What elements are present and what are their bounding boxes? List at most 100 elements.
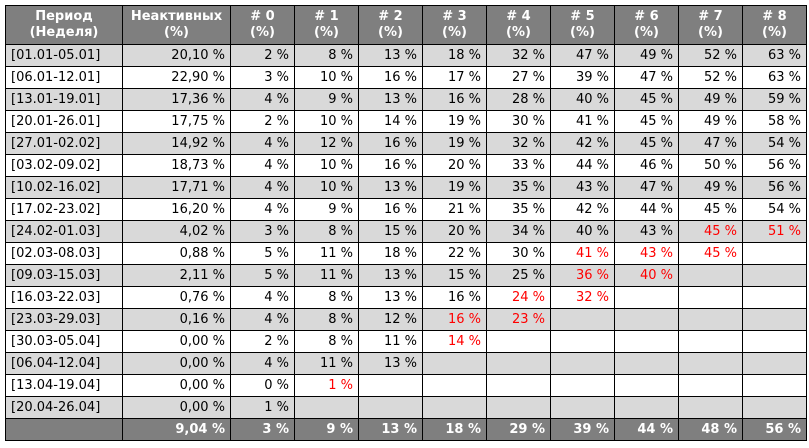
week-8-cell xyxy=(742,264,807,287)
week-5-cell: 32 % xyxy=(550,286,615,309)
week-4-cell: 30 % xyxy=(486,110,551,133)
week-2-cell: 16 % xyxy=(358,66,423,89)
table-row: [01.01-05.01] 20,10 % 2 % 8 % 13 % 18 % 32 % 47… xyxy=(5,44,807,67)
week-5-cell xyxy=(550,374,615,397)
week-1-cell: 10 % xyxy=(294,154,359,177)
table-row: [09.03-15.03] 2,11 % 5 % 11 % 13 % 15 % 25 % 36… xyxy=(5,264,807,287)
week-3-cell: 22 % xyxy=(422,242,487,265)
period-cell: [10.02-16.02] xyxy=(5,176,123,199)
inactive-cell: 22,90 % xyxy=(122,66,231,89)
column-header: Период (Неделя) xyxy=(5,5,123,45)
column-header-title: # 0 xyxy=(250,9,275,24)
week-3-cell: 18 % xyxy=(422,44,487,67)
week-1-cell: 8 % xyxy=(294,44,359,67)
totals-week-5-cell: 39 % xyxy=(550,418,615,441)
inactive-cell: 0,00 % xyxy=(122,374,231,397)
week-3-cell xyxy=(422,374,487,397)
week-1-cell: 8 % xyxy=(294,220,359,243)
week-4-cell: 33 % xyxy=(486,154,551,177)
totals-week-1-cell: 9 % xyxy=(294,418,359,441)
week-0-cell: 4 % xyxy=(230,154,295,177)
week-7-cell xyxy=(678,264,743,287)
period-cell: [13.01-19.01] xyxy=(5,88,123,111)
week-6-cell: 43 % xyxy=(614,220,679,243)
inactive-cell: 0,76 % xyxy=(122,286,231,309)
week-4-cell: 28 % xyxy=(486,88,551,111)
totals-label-cell xyxy=(5,418,123,441)
week-6-cell: 43 % xyxy=(614,242,679,265)
week-2-cell: 13 % xyxy=(358,44,423,67)
inactive-cell: 4,02 % xyxy=(122,220,231,243)
period-cell: [09.03-15.03] xyxy=(5,264,123,287)
week-2-cell: 13 % xyxy=(358,264,423,287)
week-5-cell: 42 % xyxy=(550,132,615,155)
table-row: [02.03-08.03] 0,88 % 5 % 11 % 18 % 22 % 30 % 41… xyxy=(5,242,807,265)
table-row: [17.02-23.02] 16,20 % 4 % 9 % 16 % 21 % 35 % 42… xyxy=(5,198,807,221)
column-header-title: # 6 xyxy=(634,9,659,24)
week-4-cell: 27 % xyxy=(486,66,551,89)
week-4-cell xyxy=(486,374,551,397)
week-7-cell xyxy=(678,330,743,353)
week-7-cell: 49 % xyxy=(678,176,743,199)
week-6-cell xyxy=(614,396,679,419)
week-2-cell: 16 % xyxy=(358,132,423,155)
week-8-cell xyxy=(742,308,807,331)
week-3-cell: 14 % xyxy=(422,330,487,353)
week-5-cell: 41 % xyxy=(550,242,615,265)
totals-week-6-cell: 44 % xyxy=(614,418,679,441)
week-8-cell: 54 % xyxy=(742,132,807,155)
week-3-cell: 16 % xyxy=(422,286,487,309)
inactive-cell: 17,75 % xyxy=(122,110,231,133)
column-header-title: # 5 xyxy=(570,9,595,24)
table-row: [24.02-01.03] 4,02 % 3 % 8 % 15 % 20 % 34 % 40 … xyxy=(5,220,807,243)
week-2-cell: 13 % xyxy=(358,352,423,375)
week-3-cell: 20 % xyxy=(422,154,487,177)
totals-week-3-cell: 18 % xyxy=(422,418,487,441)
week-7-cell: 52 % xyxy=(678,44,743,67)
inactive-cell: 17,36 % xyxy=(122,88,231,111)
week-2-cell: 16 % xyxy=(358,198,423,221)
table-body: [01.01-05.01] 20,10 % 2 % 8 % 13 % 18 % 32 % 47… xyxy=(5,44,807,419)
week-6-cell: 47 % xyxy=(614,176,679,199)
week-0-cell: 2 % xyxy=(230,44,295,67)
week-7-cell: 49 % xyxy=(678,110,743,133)
week-6-cell: 44 % xyxy=(614,198,679,221)
week-8-cell xyxy=(742,374,807,397)
week-4-cell xyxy=(486,352,551,375)
week-2-cell: 14 % xyxy=(358,110,423,133)
inactive-cell: 2,11 % xyxy=(122,264,231,287)
week-3-cell xyxy=(422,352,487,375)
week-5-cell xyxy=(550,330,615,353)
week-0-cell: 0 % xyxy=(230,374,295,397)
totals-week-0-cell: 3 % xyxy=(230,418,295,441)
period-cell: [13.04-19.04] xyxy=(5,374,123,397)
week-6-cell: 49 % xyxy=(614,44,679,67)
week-1-cell: 8 % xyxy=(294,330,359,353)
week-4-cell xyxy=(486,396,551,419)
week-3-cell: 19 % xyxy=(422,176,487,199)
week-5-cell xyxy=(550,396,615,419)
week-2-cell: 11 % xyxy=(358,330,423,353)
column-header-unit: (%) xyxy=(698,25,723,40)
column-header-unit: (%) xyxy=(164,25,189,40)
week-7-cell: 45 % xyxy=(678,198,743,221)
week-2-cell xyxy=(358,396,423,419)
week-1-cell: 11 % xyxy=(294,242,359,265)
week-4-cell: 35 % xyxy=(486,198,551,221)
column-header-title: # 1 xyxy=(314,9,339,24)
week-7-cell xyxy=(678,352,743,375)
week-6-cell: 40 % xyxy=(614,264,679,287)
column-header-unit: (%) xyxy=(314,25,339,40)
week-0-cell: 4 % xyxy=(230,308,295,331)
week-8-cell: 63 % xyxy=(742,66,807,89)
week-6-cell: 45 % xyxy=(614,88,679,111)
week-5-cell: 40 % xyxy=(550,88,615,111)
week-0-cell: 2 % xyxy=(230,110,295,133)
week-1-cell: 8 % xyxy=(294,308,359,331)
week-0-cell: 3 % xyxy=(230,66,295,89)
inactive-cell: 0,00 % xyxy=(122,352,231,375)
week-1-cell xyxy=(294,396,359,419)
column-header-title: Неактивных xyxy=(130,9,223,24)
week-1-cell: 10 % xyxy=(294,66,359,89)
week-0-cell: 4 % xyxy=(230,198,295,221)
